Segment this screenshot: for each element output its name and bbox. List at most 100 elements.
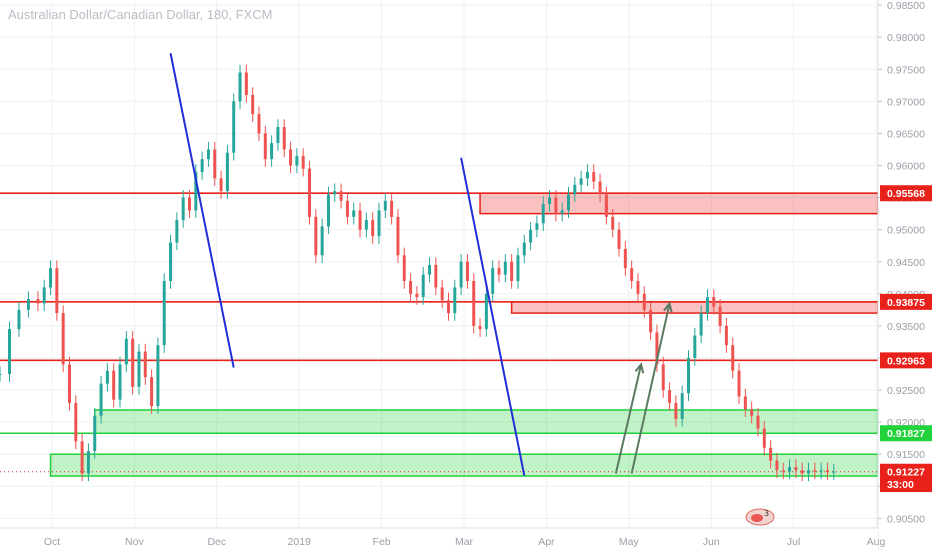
y-tick-label: 0.96000 (887, 161, 925, 173)
candle-body (402, 255, 406, 282)
candle-body (680, 393, 684, 419)
price-label-0.91827: 0.91827 (887, 428, 925, 440)
candle-body (743, 396, 747, 410)
price-label-bg (880, 185, 932, 202)
candle-body (465, 261, 469, 282)
candle-body (781, 470, 785, 472)
candle-body (181, 197, 185, 221)
candle-body (573, 184, 577, 195)
candle-body (352, 210, 356, 217)
candle-body (472, 281, 476, 326)
candle-body (800, 470, 804, 474)
x-tick-label: May (619, 536, 640, 548)
price-label-33:00: 33:00 (887, 479, 914, 491)
candle-body (206, 149, 210, 160)
candle-body (825, 470, 829, 473)
price-label-0.91227: 0.91227 (887, 467, 925, 479)
candle-body (592, 171, 596, 182)
candle-body (0, 374, 2, 376)
trend-line (169, 53, 235, 368)
candle-body (131, 338, 135, 387)
y-tick-label: 0.91500 (887, 449, 925, 461)
candle-body (775, 460, 779, 471)
candle-body (623, 248, 627, 269)
y-tick-label: 0.94500 (887, 257, 925, 269)
candle-body (124, 338, 128, 365)
price-label-0.95568: 0.95568 (887, 188, 925, 200)
candle-body (649, 309, 653, 333)
candle-body (244, 72, 248, 95)
candle-body (232, 101, 236, 153)
candle-body (93, 415, 97, 452)
y-tick-label: 0.92500 (887, 385, 925, 397)
candle-body (617, 229, 621, 249)
candle-body (737, 370, 741, 397)
candle-body (769, 447, 773, 461)
candle-body (194, 171, 198, 211)
candle-body (535, 223, 539, 230)
candle-body (484, 293, 488, 330)
candle-body (598, 181, 602, 195)
candle-body (314, 216, 318, 256)
candle-body (497, 268, 501, 275)
candle-body (611, 216, 615, 230)
candle-body (377, 210, 381, 237)
price-label-0.93875: 0.93875 (887, 297, 925, 309)
candle-body (200, 159, 204, 172)
candle-body (36, 298, 40, 304)
candle-body (560, 210, 564, 214)
y-tick-label: 0.98500 (887, 0, 925, 12)
y-tick-label: 0.93500 (887, 321, 925, 333)
x-tick-label: Aug (867, 536, 886, 548)
candle-body (150, 377, 154, 407)
candle-body (503, 261, 507, 275)
projection-arrow (614, 364, 643, 474)
candle-body (415, 293, 419, 298)
candle-body (238, 72, 242, 102)
candle-body (642, 293, 646, 310)
candle-body (42, 287, 46, 304)
candle-body (724, 325, 728, 346)
x-tick-label: 2019 (288, 536, 312, 548)
candle-body (529, 229, 533, 243)
candle-body (320, 226, 324, 256)
candle-body (86, 451, 90, 474)
candle-body (175, 220, 179, 243)
candle-body (756, 415, 760, 429)
candle-body (112, 370, 116, 400)
price-label-bg (880, 476, 932, 493)
candle-body (55, 268, 59, 314)
candle-body (668, 390, 672, 403)
candle-body (687, 357, 691, 394)
zone-rect (93, 409, 879, 434)
candle-body (74, 402, 78, 442)
candle-body (699, 313, 703, 336)
candle-body (674, 402, 678, 419)
time-axis-bg (0, 528, 878, 550)
candle-body (301, 155, 305, 169)
candle-body (548, 197, 552, 205)
candle-body (731, 345, 735, 371)
candle-body (510, 261, 514, 282)
y-tick-label: 0.96500 (887, 128, 925, 140)
candle-body (750, 409, 754, 416)
candle-body (308, 168, 312, 217)
candle-body (371, 220, 375, 237)
candle-body (604, 194, 608, 217)
price-axis-bg (878, 0, 932, 550)
candle-body (17, 309, 21, 330)
candle-body (213, 149, 217, 179)
candle-body (585, 171, 589, 179)
candle-body (661, 364, 665, 391)
x-tick-label: Nov (125, 536, 144, 548)
y-tick-label: 0.97000 (887, 96, 925, 108)
candle-body (80, 441, 84, 474)
symbol-title: Australian Dollar/Canadian Dollar, 180, … (8, 7, 273, 22)
candle-body (566, 194, 570, 211)
candle-body (326, 194, 330, 227)
candle-body (289, 149, 293, 166)
candle-body (579, 178, 583, 185)
candle-body (440, 287, 444, 301)
candle-body (276, 127, 280, 144)
